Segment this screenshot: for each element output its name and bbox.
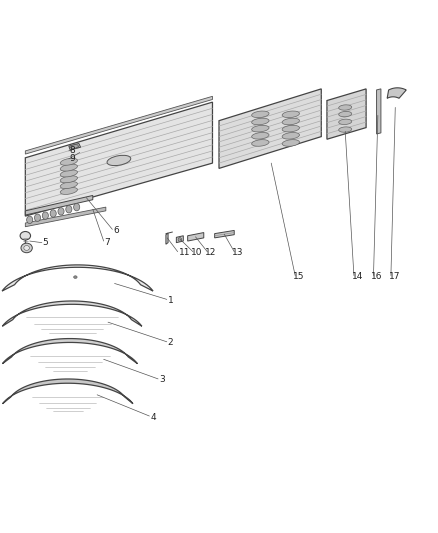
Ellipse shape: [252, 111, 269, 118]
Text: 3: 3: [159, 375, 165, 384]
Ellipse shape: [27, 216, 33, 223]
Text: 6: 6: [113, 226, 119, 235]
Polygon shape: [215, 230, 234, 238]
Polygon shape: [166, 233, 168, 244]
Ellipse shape: [74, 204, 80, 211]
Text: 9: 9: [70, 155, 75, 164]
Polygon shape: [69, 143, 81, 150]
Ellipse shape: [58, 208, 64, 215]
Ellipse shape: [60, 182, 78, 189]
Polygon shape: [377, 89, 381, 134]
Ellipse shape: [252, 140, 269, 146]
Ellipse shape: [42, 212, 48, 219]
Polygon shape: [2, 265, 153, 291]
Text: 5: 5: [43, 238, 49, 247]
Polygon shape: [25, 196, 93, 215]
Ellipse shape: [282, 111, 300, 118]
Ellipse shape: [35, 214, 41, 221]
Ellipse shape: [282, 118, 300, 125]
Ellipse shape: [60, 164, 78, 171]
Ellipse shape: [60, 158, 78, 165]
Ellipse shape: [282, 140, 300, 146]
Ellipse shape: [74, 276, 77, 278]
Text: 11: 11: [179, 248, 190, 257]
Polygon shape: [219, 89, 321, 168]
Polygon shape: [25, 96, 212, 154]
Ellipse shape: [252, 133, 269, 139]
Ellipse shape: [178, 238, 182, 241]
Text: 4: 4: [150, 413, 156, 422]
Ellipse shape: [252, 125, 269, 132]
Text: 1: 1: [168, 296, 173, 305]
Ellipse shape: [60, 188, 78, 195]
Text: 12: 12: [205, 248, 216, 257]
Ellipse shape: [66, 206, 72, 213]
Ellipse shape: [21, 243, 32, 253]
Text: 15: 15: [293, 272, 304, 281]
Ellipse shape: [107, 155, 131, 166]
Ellipse shape: [339, 105, 352, 110]
Ellipse shape: [60, 176, 78, 183]
Polygon shape: [327, 89, 366, 139]
Text: 7: 7: [105, 238, 110, 247]
Text: 2: 2: [168, 338, 173, 348]
Polygon shape: [25, 102, 212, 216]
Polygon shape: [387, 88, 406, 98]
Ellipse shape: [24, 246, 29, 251]
Ellipse shape: [339, 127, 352, 132]
Text: 8: 8: [70, 147, 75, 156]
Ellipse shape: [339, 111, 352, 117]
Ellipse shape: [282, 125, 300, 132]
Text: 17: 17: [389, 272, 400, 281]
Text: 10: 10: [191, 248, 202, 257]
Polygon shape: [2, 301, 142, 326]
Polygon shape: [3, 379, 133, 403]
Text: 13: 13: [232, 248, 244, 257]
Polygon shape: [25, 207, 106, 227]
Ellipse shape: [282, 133, 300, 139]
Ellipse shape: [252, 118, 269, 125]
Ellipse shape: [71, 145, 78, 149]
Text: 16: 16: [371, 272, 383, 281]
Polygon shape: [177, 236, 184, 243]
Ellipse shape: [20, 231, 31, 240]
Ellipse shape: [60, 170, 78, 177]
Polygon shape: [187, 232, 204, 241]
Ellipse shape: [50, 210, 56, 217]
Polygon shape: [3, 338, 138, 364]
Text: 14: 14: [352, 272, 363, 281]
Ellipse shape: [339, 119, 352, 125]
